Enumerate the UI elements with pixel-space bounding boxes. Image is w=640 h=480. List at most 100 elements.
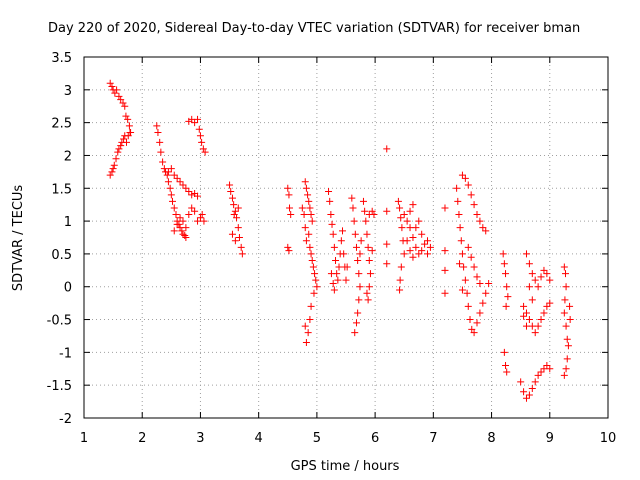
data-point	[112, 155, 120, 163]
data-point	[311, 270, 319, 278]
data-point	[562, 365, 570, 373]
data-point	[234, 204, 242, 212]
data-point	[301, 322, 309, 330]
data-point	[522, 394, 530, 402]
data-point	[460, 263, 468, 271]
data-point	[352, 243, 360, 251]
data-point	[455, 211, 463, 219]
data-point	[412, 224, 420, 232]
data-point	[198, 138, 206, 146]
data-point	[397, 214, 405, 222]
data-point	[327, 211, 335, 219]
data-point	[406, 207, 414, 215]
y-tick-label: 3	[64, 84, 72, 99]
data-point	[566, 302, 574, 310]
data-point	[531, 329, 539, 337]
data-point	[170, 171, 178, 179]
data-point	[310, 289, 318, 297]
data-point	[522, 322, 530, 330]
y-tick-label: 1	[64, 215, 72, 230]
data-point	[563, 355, 571, 363]
data-point	[500, 348, 508, 356]
data-point	[337, 237, 345, 245]
data-point	[234, 224, 242, 232]
data-point	[287, 211, 295, 219]
data-point	[368, 207, 376, 215]
data-point	[354, 256, 362, 264]
x-tick-label: 7	[429, 431, 437, 446]
data-point	[383, 145, 391, 153]
data-point	[238, 250, 246, 258]
data-point	[412, 243, 420, 251]
data-point	[517, 378, 525, 386]
data-point	[418, 247, 426, 255]
data-point	[499, 250, 507, 258]
data-point	[201, 148, 209, 156]
data-point	[473, 211, 481, 219]
data-point	[308, 217, 316, 225]
data-point	[364, 296, 372, 304]
data-point	[334, 276, 342, 284]
data-point	[362, 217, 370, 225]
data-point	[543, 302, 551, 310]
data-point	[328, 220, 336, 228]
data-point	[228, 230, 236, 238]
data-point	[473, 273, 481, 281]
data-point	[561, 296, 569, 304]
y-tick-label: 2	[64, 149, 72, 164]
data-point	[308, 256, 316, 264]
data-point	[170, 204, 178, 212]
data-point	[531, 276, 539, 284]
data-point	[179, 230, 187, 238]
data-point	[479, 224, 487, 232]
data-point	[562, 322, 570, 330]
data-point	[534, 283, 542, 291]
data-point	[370, 211, 378, 219]
data-point	[540, 309, 548, 317]
data-point	[286, 204, 294, 212]
data-point	[560, 309, 568, 317]
data-point	[525, 260, 533, 268]
data-point	[166, 184, 174, 192]
x-tick-label: 1	[80, 431, 88, 446]
data-point	[188, 191, 196, 199]
data-point	[383, 240, 391, 248]
data-point	[534, 322, 542, 330]
data-point	[329, 230, 337, 238]
data-point	[179, 217, 187, 225]
data-point	[305, 230, 313, 238]
data-point	[121, 102, 129, 110]
data-point	[546, 276, 554, 284]
data-point	[351, 329, 359, 337]
data-point	[561, 270, 569, 278]
data-point	[106, 171, 114, 179]
y-tick-label: -0.5	[47, 314, 72, 329]
data-point	[563, 335, 571, 343]
data-point	[421, 240, 429, 248]
data-point	[188, 204, 196, 212]
data-point	[164, 178, 172, 186]
data-point	[124, 115, 132, 123]
data-point	[176, 214, 184, 222]
data-point	[564, 342, 572, 350]
data-point	[306, 243, 314, 251]
y-tick-label: 3.5	[51, 51, 72, 66]
data-point	[363, 230, 371, 238]
data-point	[200, 217, 208, 225]
data-point	[332, 256, 340, 264]
data-point	[458, 286, 466, 294]
data-point	[285, 247, 293, 255]
data-point	[173, 220, 181, 228]
data-point	[467, 191, 475, 199]
data-point	[330, 243, 338, 251]
data-point	[503, 368, 511, 376]
data-point	[356, 283, 364, 291]
data-point	[397, 263, 405, 271]
data-point	[330, 286, 338, 294]
data-point	[196, 132, 204, 140]
data-point	[441, 289, 449, 297]
data-point	[476, 279, 484, 287]
data-point	[396, 276, 404, 284]
data-point	[543, 270, 551, 278]
